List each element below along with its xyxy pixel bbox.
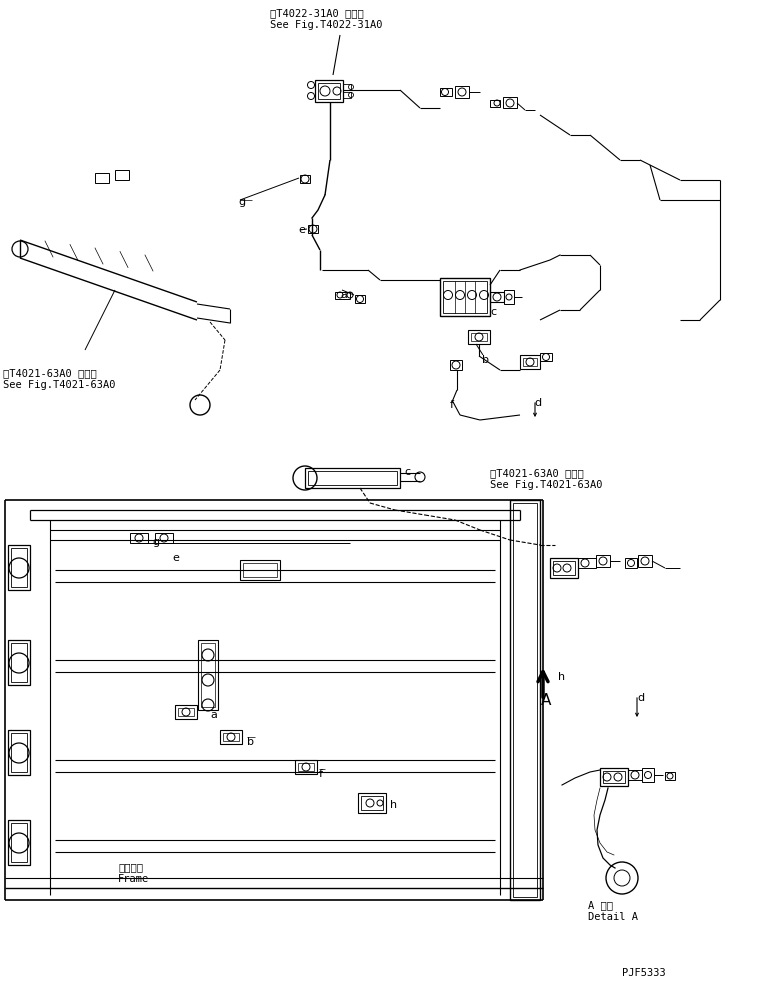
Bar bbox=[578, 558, 596, 568]
Text: d: d bbox=[534, 398, 541, 408]
Bar bbox=[600, 768, 628, 786]
Bar bbox=[523, 358, 537, 366]
Bar bbox=[220, 730, 242, 744]
Bar bbox=[198, 640, 218, 710]
Text: フレーム: フレーム bbox=[118, 862, 143, 872]
Bar bbox=[665, 772, 675, 780]
Text: See Fig.T4021-63A0: See Fig.T4021-63A0 bbox=[490, 480, 603, 490]
Bar bbox=[11, 548, 27, 587]
Bar bbox=[550, 558, 578, 578]
Text: e: e bbox=[298, 225, 305, 235]
Bar bbox=[450, 360, 462, 370]
Text: A 詳細: A 詳細 bbox=[588, 900, 613, 910]
Bar bbox=[223, 733, 239, 741]
Bar bbox=[540, 353, 552, 361]
Text: Frame: Frame bbox=[118, 874, 150, 884]
Text: a: a bbox=[340, 290, 347, 300]
Bar bbox=[358, 793, 386, 813]
Text: a: a bbox=[210, 710, 217, 720]
Bar bbox=[520, 355, 540, 369]
Bar bbox=[11, 733, 27, 772]
Bar bbox=[455, 86, 469, 98]
Bar bbox=[361, 796, 383, 810]
Bar bbox=[308, 471, 397, 485]
Bar bbox=[300, 175, 310, 183]
Bar bbox=[155, 533, 173, 543]
Bar bbox=[503, 97, 517, 108]
Bar bbox=[638, 555, 652, 567]
Bar bbox=[343, 92, 351, 98]
Bar bbox=[625, 558, 637, 568]
Text: 第T4022-31A0 図参照: 第T4022-31A0 図参照 bbox=[270, 8, 364, 18]
Text: 第T4021-63A0 図参照: 第T4021-63A0 図参照 bbox=[490, 468, 584, 478]
Text: b: b bbox=[482, 355, 489, 365]
Bar bbox=[308, 225, 318, 233]
Bar bbox=[305, 468, 400, 488]
Bar bbox=[243, 563, 277, 577]
Bar bbox=[513, 503, 537, 897]
Text: h: h bbox=[390, 800, 397, 810]
Bar bbox=[440, 88, 452, 96]
Bar bbox=[343, 84, 351, 90]
Text: A: A bbox=[541, 693, 552, 708]
Bar bbox=[8, 640, 30, 685]
Bar bbox=[603, 771, 625, 783]
Bar bbox=[8, 730, 30, 775]
Bar bbox=[315, 80, 343, 102]
Bar bbox=[490, 100, 500, 107]
Text: e: e bbox=[172, 553, 179, 563]
Text: g: g bbox=[238, 197, 245, 207]
Bar bbox=[8, 545, 30, 590]
Bar bbox=[11, 823, 27, 862]
Bar bbox=[440, 278, 490, 316]
Bar bbox=[95, 173, 109, 183]
Bar bbox=[295, 760, 317, 774]
Bar bbox=[355, 295, 365, 303]
Text: PJF5333: PJF5333 bbox=[622, 968, 666, 978]
Bar bbox=[201, 643, 215, 707]
Text: c: c bbox=[490, 307, 496, 317]
Text: See Fig.T4022-31A0: See Fig.T4022-31A0 bbox=[270, 20, 382, 30]
Text: f: f bbox=[319, 769, 323, 779]
Bar bbox=[642, 768, 654, 782]
Text: h: h bbox=[558, 672, 565, 682]
Bar bbox=[468, 330, 490, 344]
Text: g: g bbox=[152, 537, 159, 547]
Bar bbox=[298, 763, 314, 771]
Text: f: f bbox=[450, 400, 454, 410]
Bar bbox=[504, 290, 514, 304]
Bar bbox=[471, 333, 487, 341]
Text: b: b bbox=[247, 737, 254, 747]
Text: Detail A: Detail A bbox=[588, 912, 638, 922]
Bar bbox=[115, 170, 129, 180]
Bar bbox=[130, 533, 148, 543]
Bar bbox=[240, 560, 280, 580]
Bar bbox=[510, 500, 540, 900]
Bar bbox=[335, 292, 350, 299]
Bar bbox=[490, 292, 504, 302]
Bar bbox=[8, 820, 30, 865]
Bar bbox=[553, 561, 575, 575]
Bar bbox=[628, 770, 642, 780]
Text: c: c bbox=[404, 467, 410, 477]
Bar bbox=[443, 281, 487, 313]
Bar bbox=[11, 643, 27, 682]
Text: See Fig.T4021-63A0: See Fig.T4021-63A0 bbox=[3, 380, 115, 390]
Bar bbox=[596, 555, 610, 567]
Bar bbox=[178, 708, 194, 716]
Text: d: d bbox=[637, 693, 644, 703]
Bar bbox=[318, 83, 340, 99]
Text: 第T4021-63A0 図参照: 第T4021-63A0 図参照 bbox=[3, 368, 97, 378]
Bar bbox=[175, 705, 197, 719]
